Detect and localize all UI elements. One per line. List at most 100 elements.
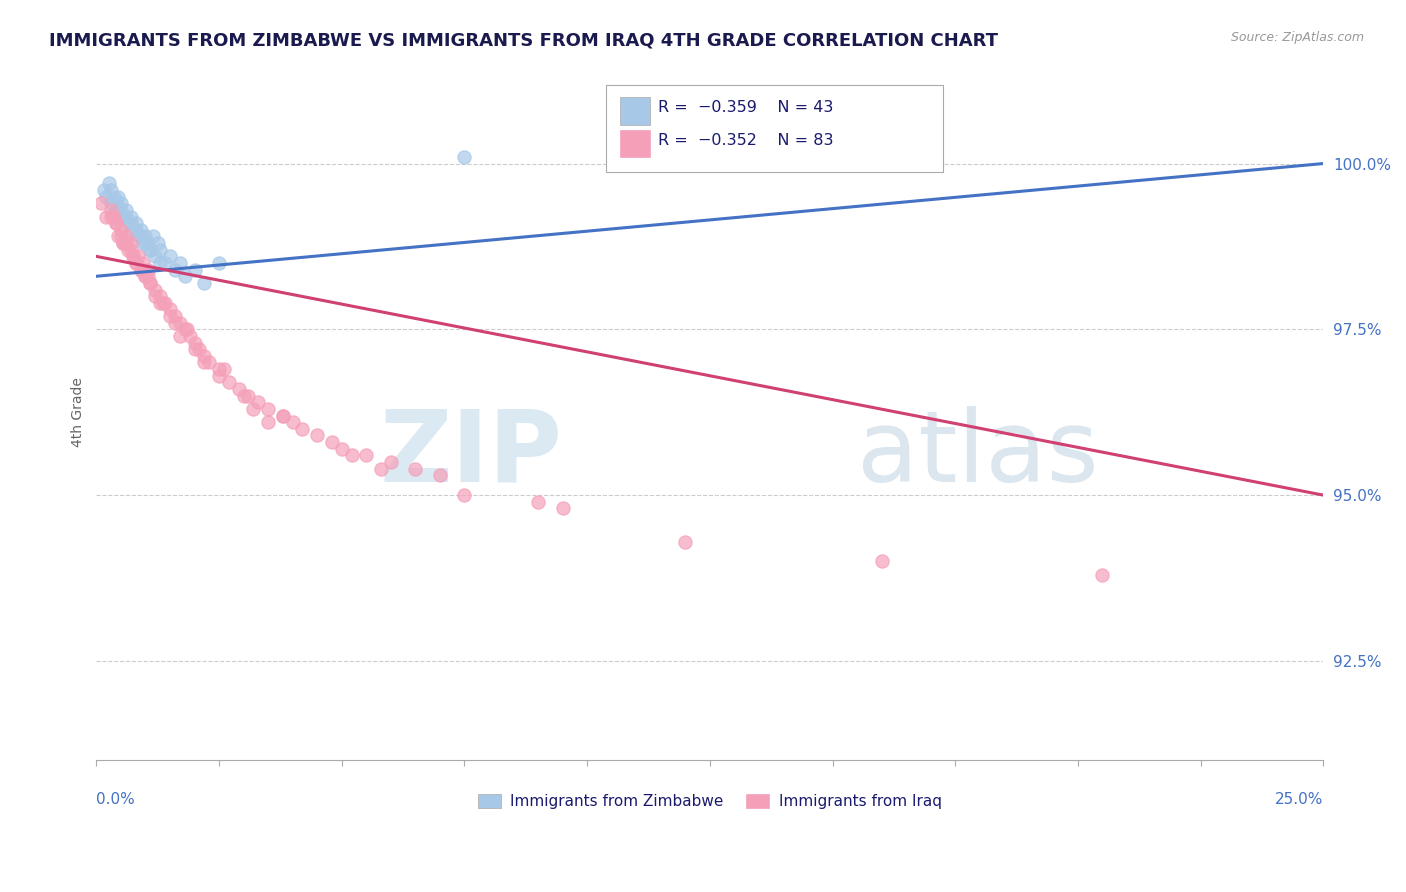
Point xyxy=(453,150,475,164)
Point xyxy=(110,196,132,211)
Point xyxy=(152,295,174,310)
Point xyxy=(107,229,129,244)
Legend: Immigrants from Zimbabwe, Immigrants from Iraq: Immigrants from Zimbabwe, Immigrants fro… xyxy=(472,789,948,815)
Point xyxy=(143,249,166,263)
Point xyxy=(96,190,118,204)
Y-axis label: 4th Grade: 4th Grade xyxy=(72,377,86,447)
Point xyxy=(143,283,166,297)
Point xyxy=(117,216,139,230)
Point xyxy=(169,316,191,330)
Point xyxy=(104,216,127,230)
Point xyxy=(129,262,152,277)
Point xyxy=(114,210,136,224)
Point xyxy=(96,210,118,224)
Point xyxy=(124,256,146,270)
Point xyxy=(183,262,205,277)
Point xyxy=(127,229,149,244)
Point xyxy=(143,289,166,303)
Point xyxy=(281,415,304,429)
Point xyxy=(127,249,149,263)
Point xyxy=(132,262,155,277)
Point xyxy=(149,289,172,303)
Point xyxy=(134,236,156,251)
Point xyxy=(228,382,250,396)
Point xyxy=(90,196,112,211)
Point xyxy=(208,362,231,376)
Point xyxy=(271,409,294,423)
Point xyxy=(110,223,132,237)
Point xyxy=(291,422,314,436)
Point xyxy=(271,409,294,423)
Point xyxy=(120,236,142,251)
Text: R =  −0.359    N = 43: R = −0.359 N = 43 xyxy=(658,101,834,115)
FancyBboxPatch shape xyxy=(606,85,943,172)
Point xyxy=(176,322,198,336)
Point xyxy=(238,389,260,403)
Text: atlas: atlas xyxy=(858,406,1098,502)
Point xyxy=(114,236,136,251)
Point xyxy=(136,262,159,277)
Point xyxy=(188,343,211,357)
Point xyxy=(129,223,152,237)
Point xyxy=(112,236,135,251)
Point xyxy=(198,355,221,369)
Point xyxy=(129,229,152,244)
Point xyxy=(153,256,176,270)
Point xyxy=(107,190,129,204)
Point xyxy=(120,216,142,230)
Point xyxy=(370,461,392,475)
Point xyxy=(321,435,343,450)
Point xyxy=(149,295,172,310)
Point xyxy=(120,210,142,224)
Point xyxy=(132,236,155,251)
Point xyxy=(103,190,125,204)
Point xyxy=(173,322,195,336)
Text: 0.0%: 0.0% xyxy=(97,792,135,806)
Point xyxy=(142,229,165,244)
Point xyxy=(134,269,156,284)
Point xyxy=(110,202,132,217)
Point xyxy=(404,461,426,475)
Point xyxy=(356,448,378,462)
Point xyxy=(103,210,125,224)
Text: IMMIGRANTS FROM ZIMBABWE VS IMMIGRANTS FROM IRAQ 4TH GRADE CORRELATION CHART: IMMIGRANTS FROM ZIMBABWE VS IMMIGRANTS F… xyxy=(49,31,998,49)
Point xyxy=(100,202,122,217)
Point xyxy=(114,202,136,217)
Point xyxy=(120,243,142,257)
Point xyxy=(380,455,402,469)
Point xyxy=(122,249,145,263)
Point xyxy=(100,210,122,224)
Point xyxy=(307,428,329,442)
Point xyxy=(163,262,186,277)
Point xyxy=(97,177,120,191)
Point xyxy=(183,343,205,357)
Point xyxy=(122,223,145,237)
Point xyxy=(169,256,191,270)
Text: Source: ZipAtlas.com: Source: ZipAtlas.com xyxy=(1230,31,1364,45)
Point xyxy=(218,376,240,390)
Point xyxy=(159,309,181,323)
Point xyxy=(1091,567,1114,582)
Point xyxy=(100,196,122,211)
Point xyxy=(169,329,191,343)
Point xyxy=(139,276,162,290)
Point xyxy=(112,236,135,251)
Point xyxy=(136,236,159,251)
Point xyxy=(124,256,146,270)
Point xyxy=(139,243,162,257)
Point xyxy=(208,368,231,383)
Point xyxy=(257,415,280,429)
Point xyxy=(870,554,893,568)
Point xyxy=(247,395,270,409)
Point xyxy=(212,362,235,376)
Point xyxy=(112,210,135,224)
FancyBboxPatch shape xyxy=(620,97,650,126)
Point xyxy=(159,249,181,263)
Point xyxy=(117,243,139,257)
Point xyxy=(100,183,122,197)
Point xyxy=(110,229,132,244)
Point xyxy=(232,389,254,403)
Point xyxy=(242,401,264,416)
Point xyxy=(153,295,176,310)
Point xyxy=(146,236,169,251)
